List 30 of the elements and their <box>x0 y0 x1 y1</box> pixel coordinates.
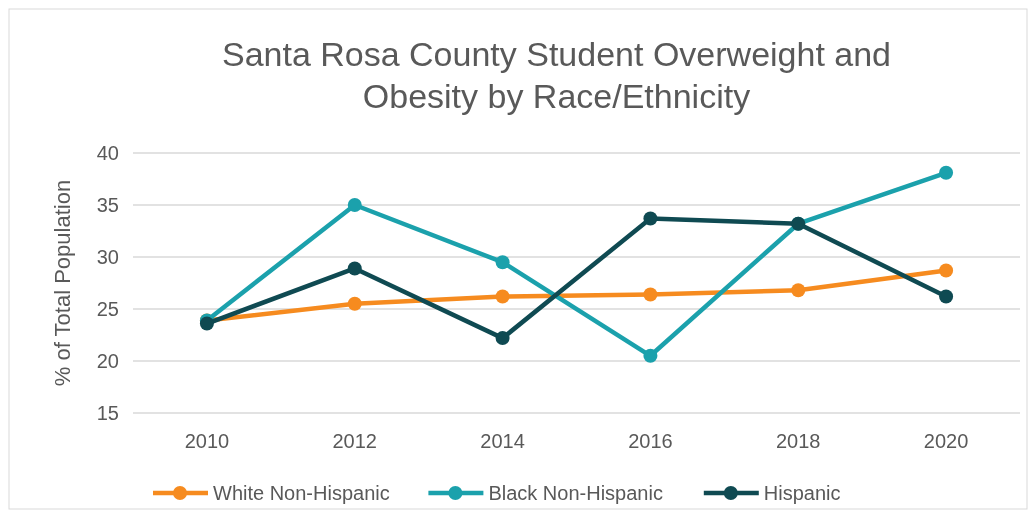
x-tick-label: 2014 <box>480 430 525 452</box>
y-tick-label: 15 <box>96 402 119 424</box>
x-tick-label: 2010 <box>184 430 230 452</box>
point <box>791 283 806 298</box>
y-tick-label: 35 <box>96 194 119 216</box>
point <box>643 211 658 226</box>
y-axis-title: % of Total Population <box>50 179 75 387</box>
y-tick-label: 40 <box>96 142 119 164</box>
point <box>347 261 362 276</box>
point <box>939 289 954 304</box>
point <box>495 331 510 346</box>
chart-title: Santa Rosa County Student Overweight and Obesity by Race/Ethnicity <box>221 35 892 115</box>
point <box>939 263 954 278</box>
point <box>347 296 362 311</box>
y-tick-label: 30 <box>96 246 119 268</box>
point <box>347 198 362 212</box>
y-tick-label: 25 <box>96 298 119 320</box>
legend-label: White Non-Hispanic <box>213 482 390 504</box>
legend-label: Hispanic <box>763 482 841 504</box>
point <box>495 289 510 304</box>
point <box>643 287 658 302</box>
x-tick-label: 2020 <box>923 430 969 452</box>
point <box>495 255 510 270</box>
point <box>643 348 658 363</box>
x-tick-label: 2018 <box>776 430 821 452</box>
legend-label: Black Non-Hispanic <box>488 482 663 504</box>
y-tick-label: 20 <box>96 350 119 372</box>
x-tick-label: 2016 <box>628 430 673 452</box>
x-tick-label: 2012 <box>332 430 377 452</box>
point <box>939 165 954 180</box>
